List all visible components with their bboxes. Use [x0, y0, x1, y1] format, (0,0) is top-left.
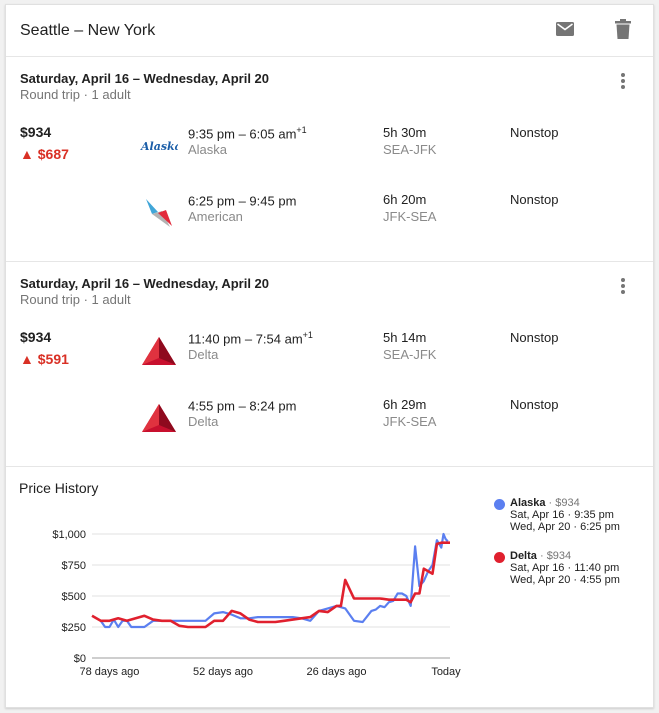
trip-option[interactable]: Saturday, April 16 – Wednesday, April 20…: [6, 57, 653, 262]
flight-duration: 6h 29m: [383, 397, 427, 412]
price-change: ▲ $591: [20, 351, 69, 367]
airline-name: Delta: [188, 414, 219, 429]
price-change: ▲ $687: [20, 146, 69, 162]
legend-outbound: Sat, Apr 16 · 9:35 pm: [510, 509, 614, 521]
flight-leg: 6:25 pm – 9:45 pm American 6h 20m JFK-SE…: [6, 192, 653, 236]
trip-dates: Saturday, April 16 – Wednesday, April 20: [20, 71, 270, 86]
price-history-title: Price History: [19, 480, 99, 496]
x-tick-label: 78 days ago: [79, 666, 139, 678]
series-line-delta: [91, 541, 450, 629]
flight-route: SEA-JFK: [383, 142, 437, 157]
flight-times: 9:35 pm – 6:05 am+1: [188, 125, 307, 142]
flight-duration: 6h 20m: [383, 192, 427, 207]
svg-text:Alaska: Alaska: [140, 140, 178, 153]
trip-dates: Saturday, April 16 – Wednesday, April 20: [20, 276, 270, 291]
flight-duration: 5h 14m: [383, 330, 427, 345]
legend-item-alaska: Alaska · $934 Sat, Apr 16 · 9:35 pm Wed,…: [494, 497, 654, 543]
american-logo-icon: [146, 199, 172, 227]
y-tick-label: $250: [62, 622, 86, 634]
legend-return: Wed, Apr 20 · 4:55 pm: [510, 574, 620, 586]
flight-stops: Nonstop: [510, 397, 559, 412]
legend-name: Alaska · $934: [510, 497, 580, 509]
legend-outbound: Sat, Apr 16 · 11:40 pm: [510, 562, 620, 574]
flight-times: 4:55 pm – 8:24 pm: [188, 398, 297, 414]
delta-logo-icon: [142, 337, 176, 365]
flight-times: 11:40 pm – 7:54 am+1: [188, 330, 313, 347]
legend-item-delta: Delta · $934 Sat, Apr 16 · 11:40 pm Wed,…: [494, 550, 654, 596]
trash-icon[interactable]: [615, 19, 631, 39]
price-history: Price History $0 $250 $500 $750 $1,000 78 day…: [6, 467, 653, 707]
legend-name: Delta · $934: [510, 550, 572, 562]
flight-stops: Nonstop: [510, 330, 559, 345]
flight-leg: 11:40 pm – 7:54 am+1 Delta 5h 14m SEA-JF…: [6, 330, 653, 374]
mail-icon[interactable]: [556, 22, 574, 36]
x-tick-label: 26 days ago: [307, 666, 367, 678]
page-title: Seattle – New York: [20, 22, 156, 39]
flight-route: SEA-JFK: [383, 347, 437, 362]
trip-option[interactable]: Saturday, April 16 – Wednesday, April 20…: [6, 262, 653, 467]
trip-details: Round trip · 1 adult: [20, 292, 131, 307]
trip-details: Round trip · 1 adult: [20, 87, 131, 102]
airline-name: American: [188, 209, 243, 224]
flight-duration: 5h 30m: [383, 125, 427, 140]
series-line-alaska: [99, 532, 449, 629]
x-tick-label: 52 days ago: [193, 666, 253, 678]
flight-stops: Nonstop: [510, 125, 559, 140]
trip-price: $934: [20, 329, 52, 345]
flight-card: Seattle – New York Saturday, April 16 – …: [5, 4, 654, 708]
flight-leg: Alaska 9:35 pm – 6:05 am+1 Alaska 5h 30m…: [6, 125, 653, 169]
legend-dot: [494, 552, 505, 563]
airline-name: Alaska: [188, 142, 228, 157]
flight-leg: 4:55 pm – 8:24 pm Delta 6h 29m JFK-SEA N…: [6, 397, 653, 441]
card-header: Seattle – New York: [6, 5, 653, 57]
y-tick-label: $750: [62, 560, 86, 572]
y-tick-label: $1,000: [52, 529, 86, 541]
flight-times: 6:25 pm – 9:45 pm: [188, 193, 297, 209]
more-vert-icon[interactable]: [620, 278, 626, 296]
price-history-chart: $0 $250 $500 $750 $1,000 78 days ago 52 days a…: [52, 529, 461, 678]
delta-logo-icon: [142, 404, 176, 432]
y-tick-label: $0: [74, 653, 86, 665]
flight-route: JFK-SEA: [383, 209, 437, 224]
legend-return: Wed, Apr 20 · 6:25 pm: [510, 521, 620, 533]
y-tick-label: $500: [62, 591, 86, 603]
more-vert-icon[interactable]: [620, 73, 626, 91]
flight-stops: Nonstop: [510, 192, 559, 207]
alaska-logo-icon: Alaska: [140, 140, 178, 153]
airline-name: Delta: [188, 347, 219, 362]
legend-dot: [494, 499, 505, 510]
trip-price: $934: [20, 124, 52, 140]
flight-route: JFK-SEA: [383, 414, 437, 429]
x-tick-label: Today: [431, 666, 461, 678]
